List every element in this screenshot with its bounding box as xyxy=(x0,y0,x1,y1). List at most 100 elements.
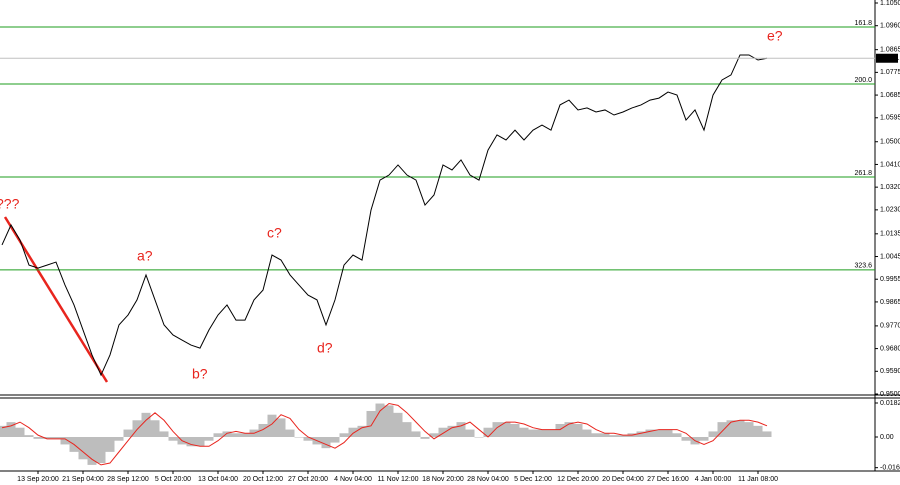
macd-bar xyxy=(285,429,295,438)
macd-bar xyxy=(240,433,250,438)
y-tick-label: 0.9955 xyxy=(880,276,900,283)
y-tick-label: 0.01829 xyxy=(880,400,900,407)
macd-bar xyxy=(699,437,709,441)
macd-bar xyxy=(447,425,457,438)
macd-bar xyxy=(96,437,106,464)
macd-bar xyxy=(150,420,160,438)
macd-bar xyxy=(546,429,556,438)
y-tick-label: -0.0165 xyxy=(880,465,900,472)
x-tick-label: 20 Dec 04:00 xyxy=(602,476,644,483)
macd-bar xyxy=(123,429,133,438)
macd-bar xyxy=(222,431,232,438)
macd-bar xyxy=(753,425,763,438)
wave-label: e? xyxy=(767,28,783,44)
macd-bar xyxy=(501,422,511,438)
macd-bar xyxy=(717,422,727,438)
macd-bar xyxy=(213,433,223,438)
x-tick-label: 18 Nov 20:00 xyxy=(422,476,464,483)
macd-bar xyxy=(168,437,178,441)
macd-bar xyxy=(348,427,358,438)
macd-bar xyxy=(366,410,376,438)
macd-bar xyxy=(483,427,493,438)
macd-bar xyxy=(186,437,196,447)
macd-bar xyxy=(15,427,25,438)
macd-bar xyxy=(420,437,430,439)
macd-bar xyxy=(303,437,313,441)
macd-bar xyxy=(276,418,286,438)
fib-label: 261.8 xyxy=(854,170,872,177)
x-tick-label: 4 Nov 04:00 xyxy=(334,476,372,483)
macd-bar xyxy=(537,429,547,438)
y-tick-label: 1.0685 xyxy=(880,92,900,99)
macd-bar xyxy=(87,437,97,465)
wave-label: c? xyxy=(267,225,282,241)
macd-bar xyxy=(681,437,691,441)
x-tick-label: 27 Oct 20:00 xyxy=(288,476,328,483)
macd-bar xyxy=(465,429,475,438)
x-tick-label: 11 Nov 12:00 xyxy=(377,476,418,483)
macd-bar xyxy=(231,433,241,438)
macd-bar xyxy=(582,429,592,438)
macd-bar xyxy=(744,422,754,438)
x-tick-label: 4 Jan 00:00 xyxy=(695,476,732,483)
y-tick-label: 0.9590 xyxy=(880,368,900,375)
x-tick-label: 27 Dec 16:00 xyxy=(647,476,689,483)
macd-bar xyxy=(474,437,484,438)
macd-bar xyxy=(60,437,70,445)
x-tick-label: 13 Oct 04:00 xyxy=(198,476,238,483)
y-tick-label: 1.0135 xyxy=(880,231,900,238)
macd-bar xyxy=(618,435,628,438)
macd-bar xyxy=(636,431,646,438)
x-tick-label: 28 Sep 12:00 xyxy=(107,476,149,483)
macd-bar xyxy=(33,437,43,439)
macd-bar xyxy=(735,420,745,438)
macd-bar xyxy=(519,427,529,438)
wave-label: ??? xyxy=(0,196,20,212)
y-tick-label: 1.0320 xyxy=(880,184,900,191)
macd-bar xyxy=(267,414,277,438)
macd-bar xyxy=(105,437,115,452)
wave-label: b? xyxy=(192,366,208,382)
macd-bar xyxy=(339,433,349,438)
macd-bar xyxy=(393,412,403,438)
macd-bar xyxy=(654,429,664,438)
macd-bar xyxy=(384,405,394,438)
macd-bar xyxy=(51,437,61,439)
macd-bar xyxy=(195,437,205,447)
fib-label: 161.8 xyxy=(854,20,872,27)
y-tick-label: 1.0045 xyxy=(880,253,900,260)
macd-bar xyxy=(258,423,268,438)
x-tick-label: 5 Oct 20:00 xyxy=(155,476,191,483)
y-tick-label: 0.9865 xyxy=(880,299,900,306)
x-tick-label: 11 Jan 08:00 xyxy=(738,476,778,483)
last-price-label: 1.0831 xyxy=(878,55,900,62)
y-tick-label: 1.0960 xyxy=(880,23,900,30)
macd-bar xyxy=(42,437,52,439)
macd-bar xyxy=(564,422,574,438)
y-tick-label: 1.0595 xyxy=(880,115,900,122)
macd-bar xyxy=(555,423,565,438)
macd-bar xyxy=(6,422,16,438)
macd-bar xyxy=(573,423,583,438)
macd-bar xyxy=(456,422,466,438)
x-tick-label: 20 Oct 12:00 xyxy=(243,476,283,483)
price-line xyxy=(1,54,768,377)
macd-bar xyxy=(510,423,520,438)
fib-label: 323.6 xyxy=(854,263,872,270)
y-tick-label: 1.0775 xyxy=(880,69,900,76)
macd-bar xyxy=(429,433,439,438)
wave-label: d? xyxy=(317,340,333,356)
y-tick-label: 1.1050 xyxy=(880,0,900,7)
macd-bar xyxy=(321,437,331,449)
macd-bar xyxy=(762,431,772,438)
x-tick-label: 28 Nov 04:00 xyxy=(467,476,509,483)
macd-bar xyxy=(24,435,34,438)
macd-bar xyxy=(438,427,448,438)
macd-bar xyxy=(141,412,151,438)
macd-bar xyxy=(591,433,601,438)
macd-bar xyxy=(726,420,736,438)
signal-line xyxy=(1,403,768,466)
macd-bar xyxy=(663,429,673,438)
